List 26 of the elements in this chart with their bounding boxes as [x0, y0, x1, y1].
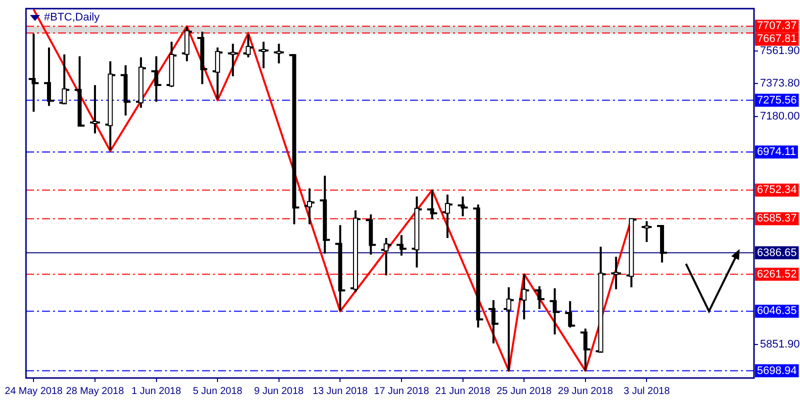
x-tick-label: 17 Jun 2018	[374, 386, 430, 397]
ref-line-label: 7707.37	[757, 20, 797, 32]
chart-title: #BTC,Daily	[44, 12, 100, 24]
ref-line-label: 7275.56	[757, 94, 797, 106]
ref-line-label: 7667.81	[757, 33, 797, 46]
ref-line-label: 6386.65	[757, 246, 797, 259]
ref-line-label: 6752.34	[757, 184, 797, 196]
x-tick-label: 5 Jun 2018	[192, 386, 243, 397]
x-tick-label: 29 Jun 2018	[558, 386, 614, 397]
ref-line-label: 6261.52	[757, 268, 797, 280]
y-tick-label: 7180.00	[760, 110, 800, 123]
x-tick-label: 25 Jun 2018	[496, 386, 552, 397]
ref-line-label: 5698.94	[757, 364, 797, 377]
ref-line-label: 6046.35	[757, 305, 797, 318]
x-tick-label: 1 Jun 2018	[132, 386, 182, 397]
y-tick-label: 5851.90	[760, 338, 800, 351]
x-tick-label: 28 May 2018	[66, 386, 124, 397]
x-tick-label: 9 Jun 2018	[254, 386, 304, 397]
x-tick-label: 3 Jul 2018	[624, 386, 670, 397]
ref-line-label: 6585.37	[757, 212, 797, 225]
ref-line-label: 6974.11	[757, 146, 796, 158]
y-tick-label: 7373.80	[760, 77, 800, 90]
x-tick-label: 24 May 2018	[4, 386, 64, 397]
y-tick-label: 7561.90	[760, 45, 800, 58]
x-tick-label: 13 Jun 2018	[312, 386, 368, 397]
x-tick-label: 21 Jun 2018	[435, 386, 491, 397]
